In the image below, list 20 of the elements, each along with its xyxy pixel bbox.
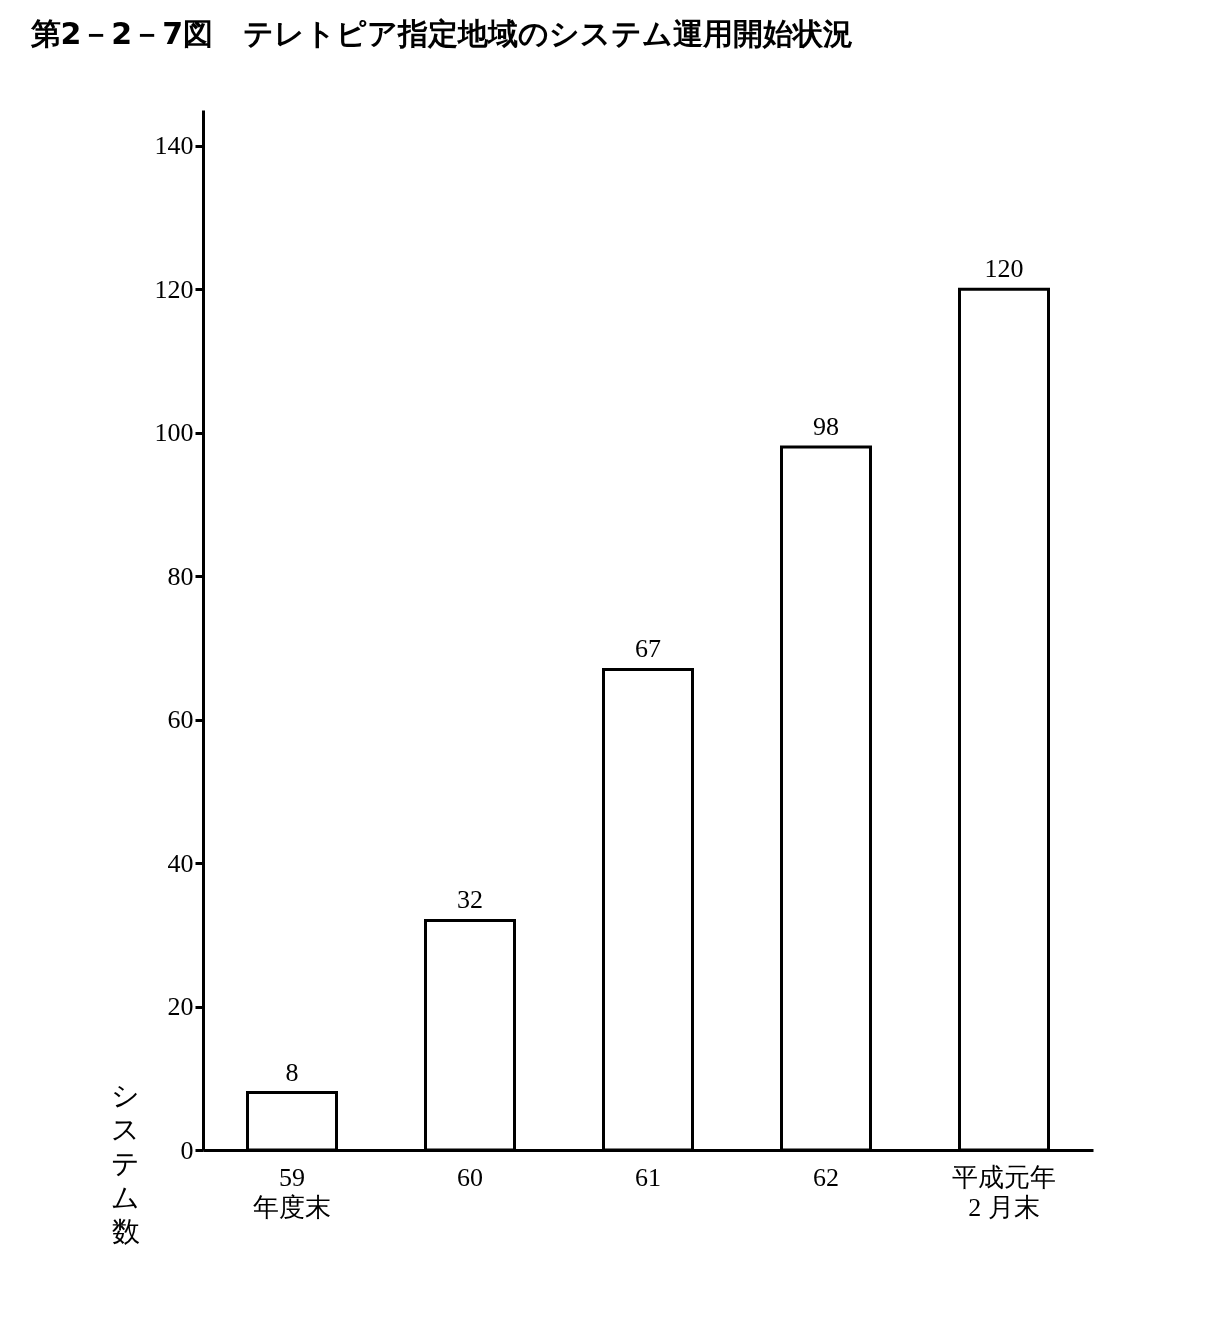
x-tick-label: 61 (635, 1162, 661, 1192)
data-label: 120 (984, 254, 1024, 284)
x-tick-label: 62 (813, 1162, 839, 1192)
chart-title: 第2－2－7図 テレトピア指定地域のシステム運用開始状況 (29, 16, 854, 51)
x-tick-label: 平成元年 2 月末 (952, 1162, 1056, 1222)
data-label: 67 (635, 634, 661, 664)
data-label: 8 (285, 1057, 299, 1087)
x-tick-label: 59 年度末 (253, 1162, 331, 1222)
y-tick-label: 100 (154, 418, 194, 448)
y-tick-label: 140 (154, 131, 194, 161)
y-tick-label: 80 (167, 561, 194, 591)
y-tick-label: 0 (180, 1135, 194, 1165)
y-tick-label: 40 (167, 848, 194, 878)
y-tick-label: 60 (167, 705, 194, 735)
data-label: 32 (457, 885, 483, 915)
y-tick-label: 120 (154, 274, 194, 304)
y-tick-label: 20 (167, 992, 194, 1022)
data-label: 98 (813, 412, 839, 442)
y-axis-title: システム数 (111, 1079, 140, 1247)
x-tick-label: 60 (457, 1162, 483, 1192)
